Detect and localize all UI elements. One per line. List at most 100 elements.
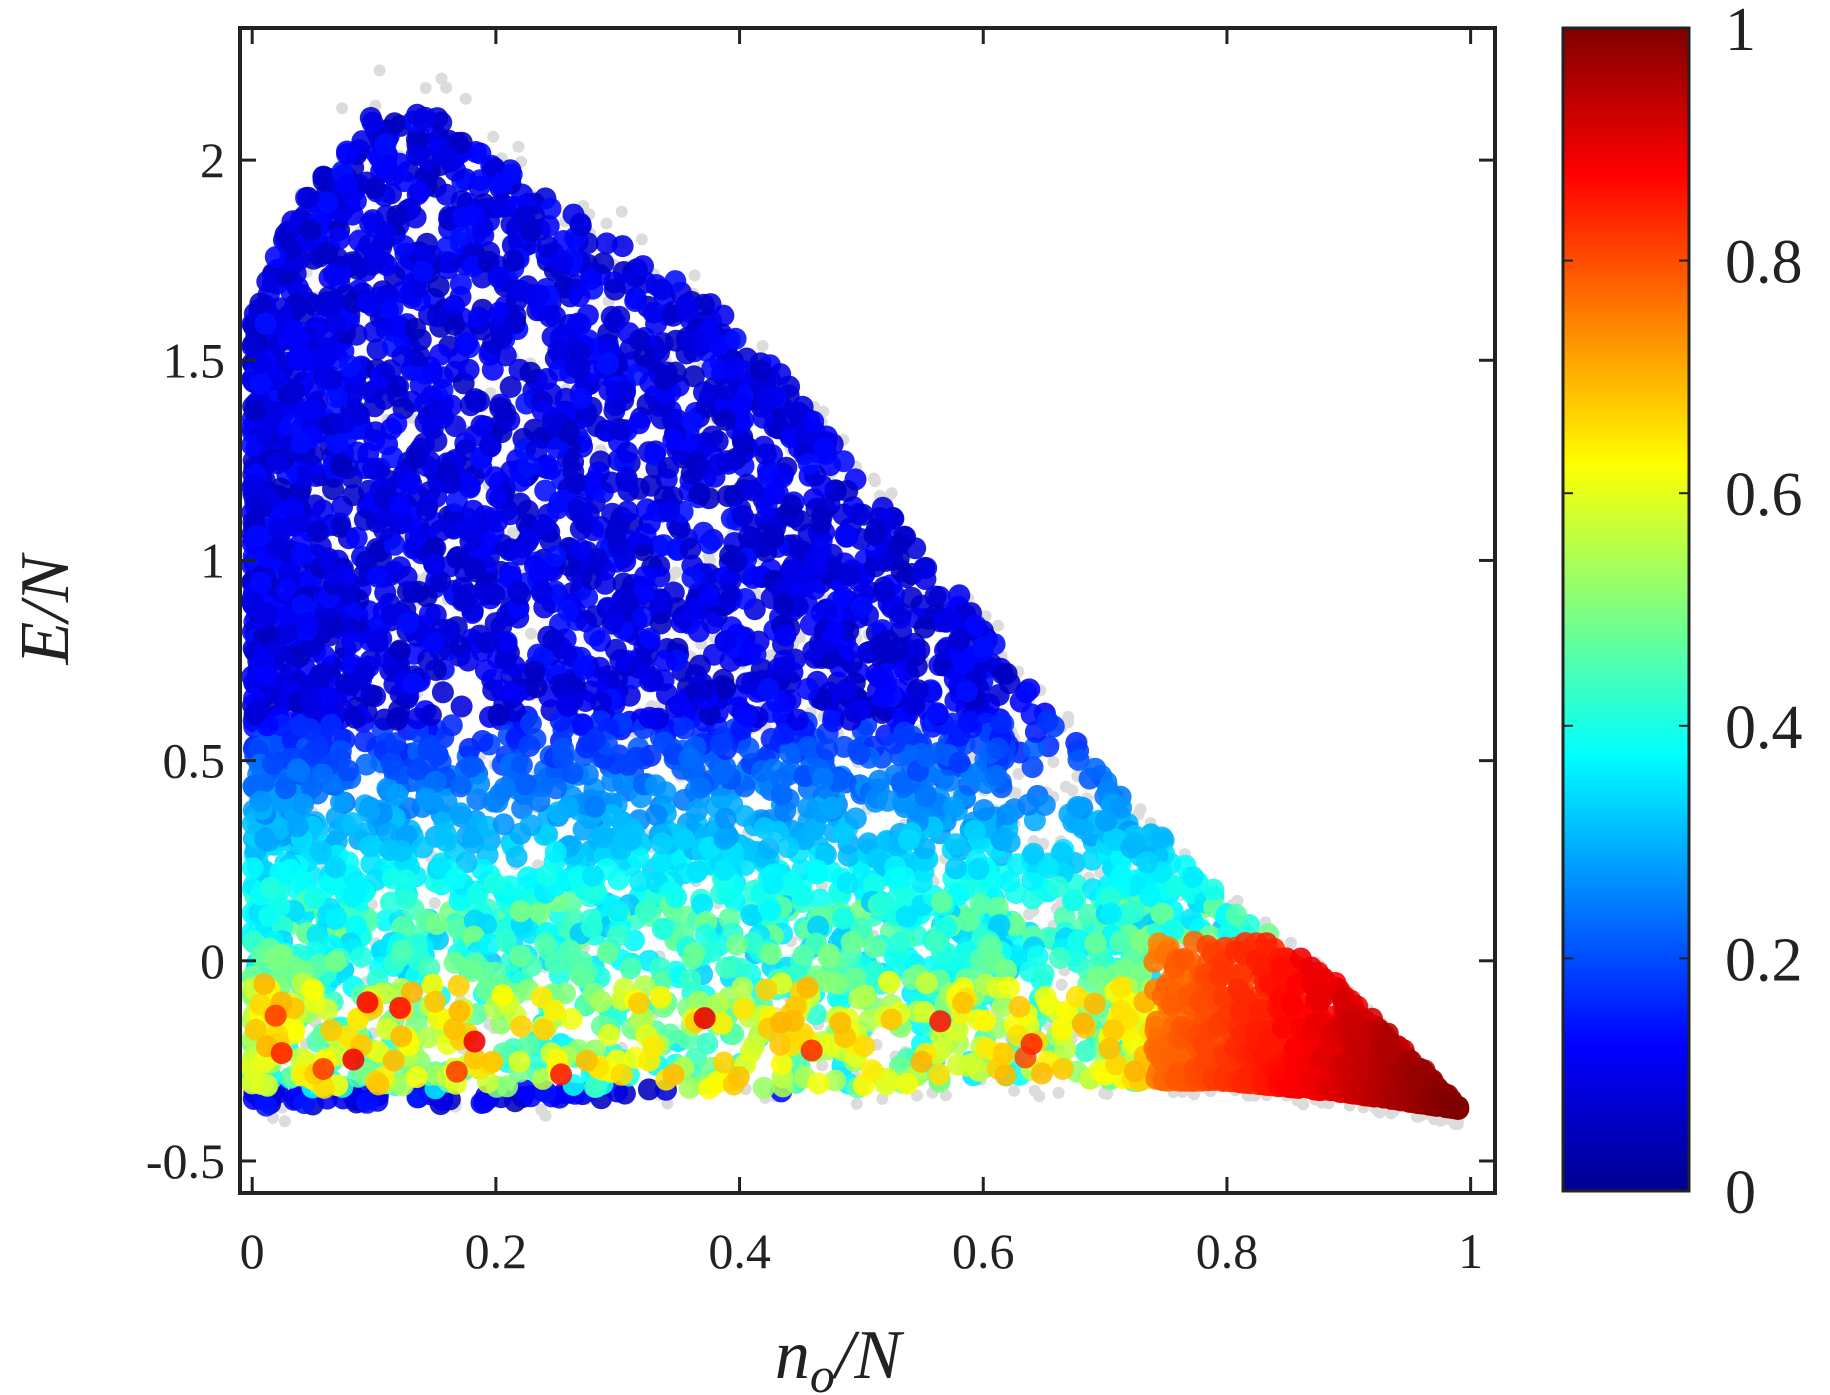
scatter-point xyxy=(693,381,715,404)
scatter-point xyxy=(248,698,271,721)
scatter-point xyxy=(519,712,542,735)
background-point xyxy=(992,619,1004,632)
scatter-point xyxy=(532,513,555,536)
scatter-point xyxy=(381,446,404,469)
scatter-point xyxy=(478,435,501,457)
scatter-point xyxy=(483,872,506,895)
scatter-point xyxy=(642,301,665,324)
background-point xyxy=(435,72,448,85)
scatter-point xyxy=(451,576,474,599)
scatter-point xyxy=(590,691,612,714)
scatter-point xyxy=(541,411,564,434)
scatter-point xyxy=(379,891,402,914)
scatter-point xyxy=(737,737,760,760)
background-point xyxy=(487,130,500,143)
scatter-point xyxy=(487,703,510,726)
scatter-point xyxy=(806,859,829,882)
scatter-point xyxy=(611,235,634,258)
scatter-point xyxy=(832,822,855,845)
scatter-point xyxy=(254,828,277,851)
scatter-point xyxy=(472,224,495,247)
scatter-point xyxy=(638,706,661,729)
scatter-point xyxy=(322,262,345,285)
scatter-point xyxy=(836,872,859,894)
scatter-point xyxy=(1017,793,1040,816)
scatter-point xyxy=(733,805,756,827)
scatter-point xyxy=(838,564,861,587)
scatter-point xyxy=(780,871,803,894)
scatter-point xyxy=(889,602,912,625)
scatter-point xyxy=(566,312,589,335)
scatter-point xyxy=(509,900,532,923)
scatter-point xyxy=(650,832,673,855)
scatter-point xyxy=(733,434,756,457)
background-point xyxy=(635,233,648,246)
scatter-point xyxy=(405,446,428,469)
background-point xyxy=(850,1097,863,1110)
scatter-point xyxy=(249,292,272,315)
scatter-point xyxy=(359,835,382,858)
scatter-point xyxy=(681,411,704,433)
background-point xyxy=(440,81,453,94)
scatter-point xyxy=(686,860,709,883)
scatter-point xyxy=(944,857,967,880)
scatter-point xyxy=(1036,710,1059,733)
scatter-point xyxy=(449,802,472,825)
scatter-point xyxy=(551,250,574,273)
background-point xyxy=(278,1115,291,1128)
background-point xyxy=(868,472,880,485)
scatter-point xyxy=(605,638,627,661)
scatter-point xyxy=(341,631,364,654)
background-point xyxy=(336,102,349,115)
scatter-point xyxy=(274,777,297,800)
scatter-point xyxy=(714,677,737,700)
background-point xyxy=(1101,1087,1114,1100)
scatter-point xyxy=(836,678,859,701)
scatter-point xyxy=(250,352,273,375)
scatter-point xyxy=(757,678,780,701)
scatter-point xyxy=(500,213,523,236)
scatter-point xyxy=(717,583,740,606)
scatter-point xyxy=(634,523,657,546)
background-point xyxy=(670,566,682,579)
scatter-point xyxy=(325,431,347,454)
scatter-point xyxy=(427,275,450,298)
scatter-point xyxy=(315,345,338,368)
scatter-point xyxy=(564,472,587,495)
scatter-point xyxy=(1046,875,1069,898)
scatter-point xyxy=(1202,878,1225,901)
scatter-point xyxy=(385,412,408,435)
background-point xyxy=(1449,1118,1462,1130)
scatter-point xyxy=(258,486,281,509)
scatter-point xyxy=(241,857,264,880)
scatter-point xyxy=(406,758,429,781)
scatter-point xyxy=(429,343,452,366)
scatter-point xyxy=(698,487,720,510)
scatter-point xyxy=(363,320,386,343)
scatter-point xyxy=(342,484,365,507)
scatter-point xyxy=(689,654,711,677)
scatter-point xyxy=(485,485,508,508)
scatter-point xyxy=(716,485,739,508)
scatter-point xyxy=(786,708,809,731)
scatter-point xyxy=(529,901,551,924)
scatter-point xyxy=(773,656,796,679)
scatter-point xyxy=(871,496,894,519)
scatter-point xyxy=(323,290,346,313)
scatter-point xyxy=(311,763,334,786)
scatter-point xyxy=(944,833,967,856)
scatter-point xyxy=(366,631,389,653)
background-point xyxy=(373,64,386,77)
background-point xyxy=(816,1059,829,1072)
scatter-point xyxy=(679,537,702,560)
scatter-point xyxy=(415,585,438,608)
scatter-point xyxy=(914,568,937,591)
scatter-point xyxy=(525,676,548,699)
scatter-point xyxy=(802,410,825,433)
background-point xyxy=(1385,1107,1398,1120)
scatter-point xyxy=(650,278,673,301)
scatter-point xyxy=(311,663,333,686)
scatter-point xyxy=(557,795,580,818)
scatter-point xyxy=(385,315,408,338)
scatter-point xyxy=(254,312,277,335)
